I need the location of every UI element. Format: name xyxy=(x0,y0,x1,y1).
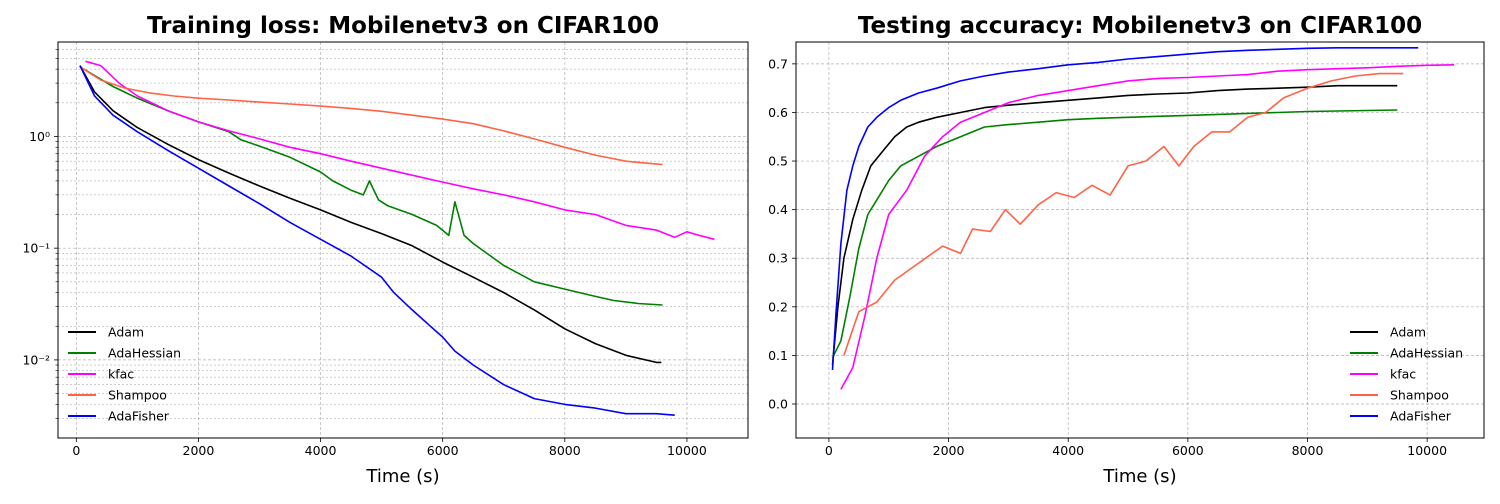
series-line-adafisher xyxy=(79,65,675,416)
legend-label: Adam xyxy=(108,325,144,340)
legend-label: AdaFisher xyxy=(108,409,170,424)
series-line-adam xyxy=(79,65,662,364)
series-line-adahessian xyxy=(831,109,1398,359)
training-loss-chart: 0 2000 4000 6000 8000 10000 10⁻² 10⁻¹ 10⁰ Trainin… xyxy=(22,13,749,487)
x-tick-label: 4000 xyxy=(305,443,337,458)
series-line-shampoo xyxy=(843,72,1404,356)
x-tick-label: 10000 xyxy=(667,443,707,458)
series-line-shampoo xyxy=(79,66,663,166)
y-tick-label: 10⁻² xyxy=(22,352,50,367)
chart-title: Training loss: Mobilenetv3 on CIFAR100 xyxy=(147,13,659,39)
testing-accuracy-chart: 0 2000 4000 6000 8000 10000 0.0 0.1 0.2 0.3 0.4 0.5… xyxy=(768,13,1485,487)
y-tick-label: 0.2 xyxy=(768,299,788,314)
x-tick-label: 0 xyxy=(72,443,80,458)
x-tick-label: 6000 xyxy=(1172,443,1204,458)
plot-frame xyxy=(57,41,749,439)
series-line-kfac xyxy=(840,64,1455,390)
plot-frame xyxy=(795,41,1485,439)
series-line-adafisher xyxy=(831,46,1419,371)
x-tick-label: 0 xyxy=(825,443,833,458)
y-tick-label: 0.7 xyxy=(768,56,788,71)
y-tick-label: 0.5 xyxy=(768,154,788,169)
y-tick-label: 10⁰ xyxy=(29,129,50,144)
y-tick-label: 0.4 xyxy=(768,202,788,217)
legend-label: Adam xyxy=(1390,325,1426,340)
x-axis-label: Time (s) xyxy=(365,466,439,487)
legend-label: Shampoo xyxy=(108,388,167,403)
legend-label: AdaHessian xyxy=(1390,346,1463,361)
x-tick-label: 6000 xyxy=(427,443,459,458)
y-tick-label: 0.3 xyxy=(768,251,788,266)
x-tick-label: 2000 xyxy=(183,443,215,458)
legend-label: AdaFisher xyxy=(1390,409,1452,424)
x-tick-label: 2000 xyxy=(933,443,965,458)
legend-label: AdaHessian xyxy=(108,346,181,361)
legend-label: kfac xyxy=(1390,367,1416,382)
chart-title: Testing accuracy: Mobilenetv3 on CIFAR10… xyxy=(858,13,1422,39)
series-line-kfac xyxy=(85,60,715,241)
x-tick-label: 8000 xyxy=(549,443,581,458)
y-tick-label: 10⁻¹ xyxy=(22,241,50,256)
y-tick-label: 0.0 xyxy=(768,396,788,411)
legend-label: kfac xyxy=(108,367,134,382)
x-tick-label: 10000 xyxy=(1407,443,1447,458)
legend-label: Shampoo xyxy=(1390,388,1449,403)
y-tick-label: 0.6 xyxy=(768,105,788,120)
x-axis-label: Time (s) xyxy=(1102,466,1176,487)
x-tick-label: 4000 xyxy=(1052,443,1084,458)
y-tick-label: 0.1 xyxy=(768,348,788,363)
series-line-adam xyxy=(831,84,1398,366)
x-tick-label: 8000 xyxy=(1292,443,1324,458)
